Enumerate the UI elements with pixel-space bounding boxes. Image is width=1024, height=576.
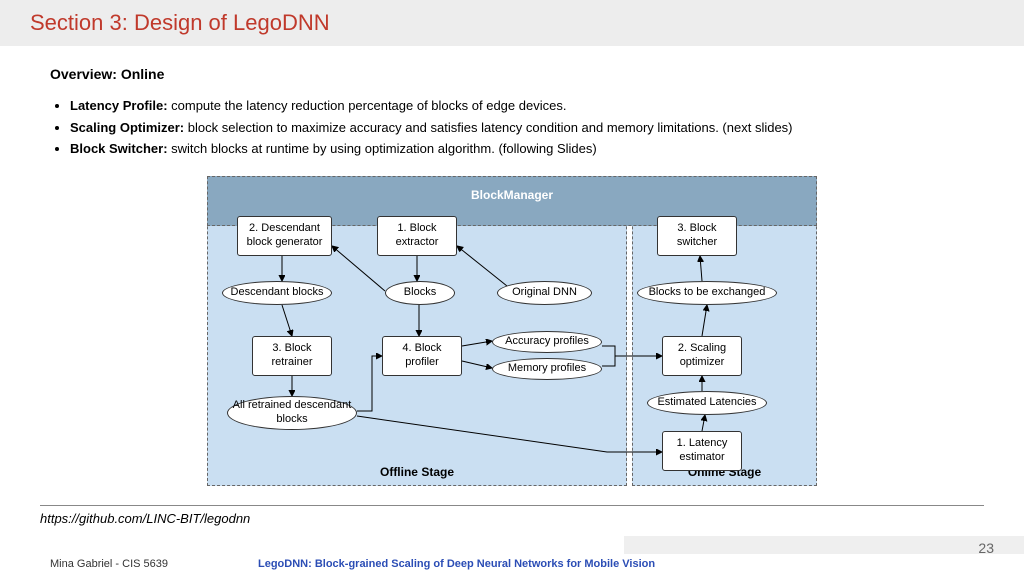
diagram-node-e4: Blocks to be exchanged [637, 281, 777, 305]
overview-section: Overview: Online Latency Profile: comput… [0, 46, 1024, 171]
diagram-edge [282, 305, 292, 336]
diagram-node-e3: Original DNN [497, 281, 592, 305]
footer-bar: Mina Gabriel - CIS 5639 LegoDNN: Block-g… [0, 558, 1024, 570]
source-link[interactable]: https://github.com/LINC-BIT/legodnn [40, 511, 250, 526]
footer-author: Mina Gabriel - CIS 5639 [50, 558, 168, 570]
list-item: Scaling Optimizer: block selection to ma… [70, 118, 974, 138]
page-number-bg [624, 536, 1024, 554]
diagram-edge [702, 415, 705, 431]
diagram-edge [602, 346, 662, 366]
diagram-node-e6: Memory profiles [492, 358, 602, 380]
diagram-node-n3: 3. Block switcher [657, 216, 737, 256]
diagram-node-e1: Descendant blocks [222, 281, 332, 305]
page-title: Section 3: Design of LegoDNN [30, 10, 994, 36]
title-bar: Section 3: Design of LegoDNN [0, 0, 1024, 46]
diagram-edge [702, 305, 707, 336]
diagram-edge [462, 361, 492, 368]
diagram-node-e7: All retrained descendant blocks [227, 396, 357, 430]
footer-title: LegoDNN: Block-grained Scaling of Deep N… [258, 558, 655, 570]
diagram-edge [700, 256, 702, 281]
diagram-edge [457, 246, 507, 286]
diagram-node-n4: 3. Block retrainer [252, 336, 332, 376]
separator-line [40, 505, 984, 506]
diagram-edge [357, 416, 662, 452]
diagram-node-e2: Blocks [385, 281, 455, 305]
diagram: Offline Stage Online Stage BlockManager … [207, 176, 817, 486]
diagram-edge [462, 341, 492, 346]
diagram-node-n7: 1. Latency estimator [662, 431, 742, 471]
diagram-node-e5: Accuracy profiles [492, 331, 602, 353]
diagram-node-e8: Estimated Latencies [647, 391, 767, 415]
diagram-node-n2: 1. Block extractor [377, 216, 457, 256]
overview-list: Latency Profile: compute the latency red… [70, 96, 974, 159]
diagram-node-n1: 2. Descendant block generator [237, 216, 332, 256]
diagram-edge [357, 356, 382, 411]
list-item: Block Switcher: switch blocks at runtime… [70, 139, 974, 159]
diagram-node-n5: 4. Block profiler [382, 336, 462, 376]
diagram-node-n6: 2. Scaling optimizer [662, 336, 742, 376]
list-item: Latency Profile: compute the latency red… [70, 96, 974, 116]
overview-heading: Overview: Online [50, 66, 974, 82]
page-number: 23 [978, 540, 994, 556]
